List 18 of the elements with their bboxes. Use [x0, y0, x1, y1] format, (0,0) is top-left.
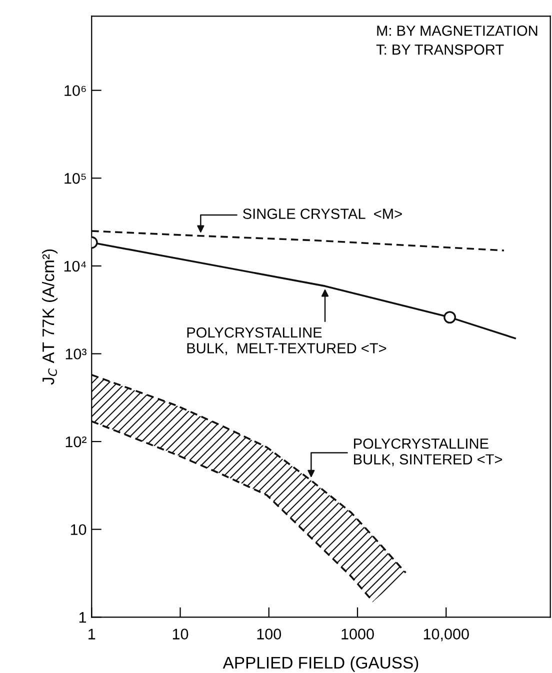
x-tick-label: 10,000	[424, 628, 469, 642]
x-tick-label: 1	[88, 628, 96, 640]
y-tick-label: 10⁵	[64, 173, 86, 184]
annotation: SINGLE CRYSTAL <M>	[243, 208, 402, 219]
y-tick-label: 10⁴	[64, 260, 86, 272]
y-tick-label: 10²	[66, 436, 86, 448]
x-axis-title: APPLIED FIELD (GAUSS)	[222, 656, 418, 672]
x-tick-label: 10	[172, 628, 188, 640]
x-tick-label: 100	[257, 628, 282, 640]
y-axis-title: J$_{C}$ AT 77K (A/cm²)	[42, 249, 58, 385]
x-tick-label: 1000	[342, 628, 374, 640]
y-tick-label: 10⁶	[64, 85, 86, 96]
annotation: M: BY MAGNETIZATION T: BY TRANSPORT	[376, 26, 538, 55]
y-tick-label: 10	[70, 524, 86, 536]
y-tick-label: 10³	[66, 348, 86, 360]
y-tick-label: 1	[79, 612, 86, 623]
annotation: POLYCRYSTALLINE BULK, SINTERED <T>	[354, 438, 502, 466]
annotation: POLYCRYSTALLINE BULK, MELT-TEXTURED <T>	[187, 327, 386, 356]
